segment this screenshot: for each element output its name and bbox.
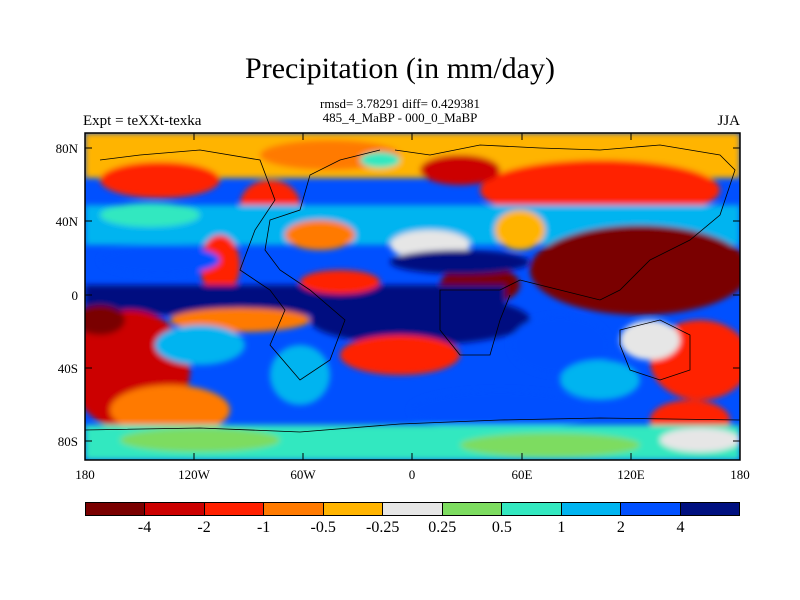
colorbar-label: 0.25 bbox=[428, 519, 457, 536]
season-label: JJA bbox=[717, 113, 740, 129]
x-axis: 180 120W 60W 0 60E 120E 180 bbox=[75, 133, 750, 482]
y-tick-label: 80N bbox=[56, 141, 79, 156]
coastlines bbox=[85, 144, 740, 433]
colorbar-label: -0.5 bbox=[310, 519, 336, 536]
colorbar-label: -1 bbox=[256, 519, 271, 536]
colorbar-swatch bbox=[323, 503, 384, 515]
stats-experiment-diff: 485_4_MaBP - 000_0_MaBP bbox=[322, 110, 478, 125]
experiment-label: Expt = teXXt-texka bbox=[83, 113, 202, 129]
colorbar-swatch bbox=[204, 503, 265, 515]
colorbar-swatch bbox=[86, 503, 146, 515]
colorbar-swatch bbox=[442, 503, 503, 515]
stats-block: rmsd= 3.78291 diff= 0.429381 485_4_MaBP … bbox=[0, 97, 800, 125]
map-field bbox=[85, 133, 740, 460]
y-tick-label: 40N bbox=[56, 214, 79, 229]
colorbar-swatch bbox=[145, 503, 205, 515]
colorbar-swatch bbox=[502, 503, 562, 515]
x-tick-label: 180 bbox=[730, 467, 750, 482]
y-tick-label: 0 bbox=[72, 288, 79, 303]
stats-rmsd-diff: rmsd= 3.78291 diff= 0.429381 bbox=[320, 96, 480, 111]
colorbar-swatch bbox=[264, 503, 324, 515]
colorbar-label: 0.5 bbox=[491, 519, 512, 536]
colorbar-swatch bbox=[621, 503, 681, 515]
colorbar-swatch bbox=[383, 503, 443, 515]
colorbar-swatch bbox=[680, 503, 739, 515]
colorbar-label: 4 bbox=[676, 519, 685, 536]
colorbar-label: -2 bbox=[197, 519, 211, 536]
colorbar-label: 2 bbox=[616, 519, 625, 536]
colorbar bbox=[85, 502, 740, 516]
x-tick-label: 0 bbox=[409, 467, 416, 482]
x-tick-label: 60W bbox=[290, 467, 316, 482]
colorbar-label: -4 bbox=[137, 519, 152, 536]
colorbar-label: -0.25 bbox=[366, 519, 400, 536]
x-tick-label: 120W bbox=[178, 467, 211, 482]
y-axis: 80N 40N 0 40S 80S bbox=[56, 141, 740, 449]
x-tick-label: 60E bbox=[512, 467, 533, 482]
map-title: Precipitation (in mm/day) bbox=[245, 52, 555, 85]
colorbar-swatch bbox=[561, 503, 622, 515]
x-tick-label: 180 bbox=[75, 467, 95, 482]
y-tick-label: 80S bbox=[58, 434, 78, 449]
x-tick-label: 120E bbox=[617, 467, 645, 482]
colorbar-label: 1 bbox=[557, 519, 566, 536]
y-tick-label: 40S bbox=[58, 361, 78, 376]
